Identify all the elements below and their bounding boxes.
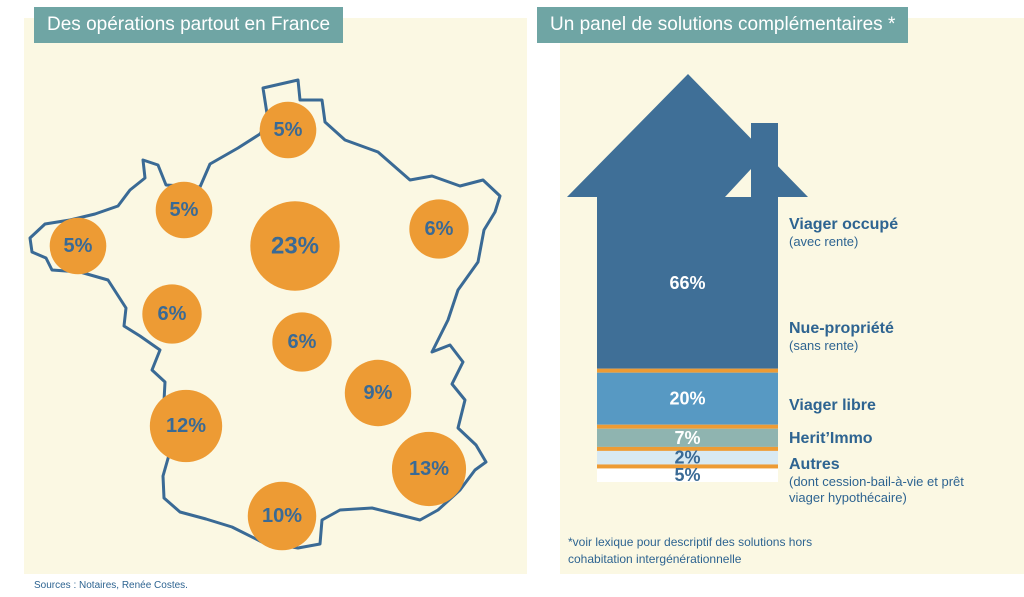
stack-value-label: 66% (669, 273, 705, 293)
region-bubble (259, 101, 317, 159)
legend-viager-occupe: Viager occupé (avec rente) (789, 215, 898, 250)
region-bubble (391, 431, 467, 507)
region-value-label: 13% (409, 458, 449, 480)
legend-herit-immo: Herit’Immo (789, 429, 873, 448)
region-value-label: 6% (158, 303, 187, 325)
region-bubble (247, 481, 317, 551)
region-value-label: 5% (170, 199, 199, 221)
legend-nue-propriete: Nue-propriété (sans rente) (789, 319, 894, 354)
region-value-label: 6% (288, 331, 317, 353)
sources: Sources : Notaires, Renée Costes. (34, 580, 188, 591)
stack-segment (597, 450, 778, 465)
stack-value-label: 2% (674, 448, 700, 468)
legend-title: Viager occupé (789, 216, 899, 233)
region-bubble (344, 359, 412, 427)
legend-autres: Autres (dont cession-bail-à-vie et prêt … (789, 455, 989, 506)
stack-segment (597, 468, 778, 482)
region-bubble (49, 217, 107, 275)
region-bubble (250, 201, 340, 291)
region-value-label: 10% (262, 505, 302, 527)
stack-separator (597, 446, 778, 451)
region-value-label: 5% (64, 235, 93, 257)
legend-title: Herit’Immo (789, 430, 873, 447)
house-roof (567, 74, 808, 197)
footnote: *voir lexique pour descriptif des soluti… (568, 535, 813, 566)
legend-viager-libre: Viager libre (789, 396, 876, 415)
region-value-label: 5% (274, 119, 303, 141)
stack-segment (597, 197, 778, 369)
legend-title: Viager libre (789, 397, 876, 414)
stack-value-label: 5% (674, 465, 700, 485)
region-value-label: 6% (425, 218, 454, 240)
region-bubble (142, 284, 202, 344)
region-value-label: 9% (364, 382, 393, 404)
map-title: Des opérations partout en France (34, 7, 344, 43)
stack-separator (597, 368, 778, 373)
stack-separator (597, 464, 778, 469)
stack-value-label: 20% (669, 389, 705, 409)
legend-subtitle: (dont cession-bail-à-vie et prêt viager … (789, 474, 964, 505)
stack-separator (597, 424, 778, 429)
region-bubble (155, 181, 213, 239)
stack-segment (597, 372, 778, 425)
region-bubble (409, 199, 469, 259)
stack-value-label: 7% (674, 428, 700, 448)
legend-subtitle: (sans rente) (789, 338, 859, 353)
region-value-label: 23% (271, 233, 319, 260)
stack-segment (597, 428, 778, 447)
region-bubble (149, 389, 223, 463)
region-bubble (272, 312, 332, 372)
region-value-label: 12% (166, 415, 206, 437)
legend-title: Nue-propriété (789, 320, 894, 337)
legend-subtitle: (avec rente) (789, 234, 859, 249)
solutions-title: Un panel de solutions complémentaires * (537, 7, 909, 43)
legend-title: Autres (789, 456, 840, 473)
house-chimney (751, 123, 778, 203)
